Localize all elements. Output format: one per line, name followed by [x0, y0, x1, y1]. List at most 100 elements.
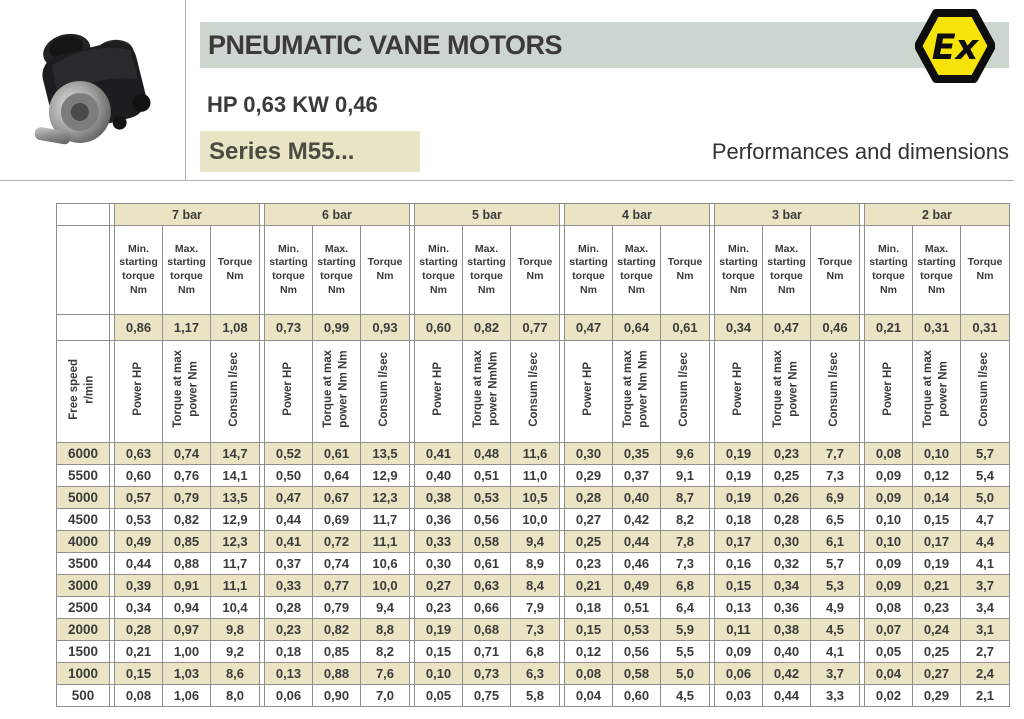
column-header: Torque Nm — [510, 225, 560, 315]
table-cell: 8,6 — [210, 662, 260, 685]
table-cell: 0,46 — [612, 552, 661, 575]
table-cell: 0,60 — [114, 464, 163, 487]
table-cell: 0,02 — [864, 684, 913, 707]
column-header: Min. starting torque Nm — [114, 225, 163, 315]
power-hp-header: Power HP — [114, 340, 163, 443]
table-row: 2000 0,28 0,97 9,8 0,23 0,82 8,8 0,19 0,68 7,3 0,1… — [56, 618, 1010, 641]
header-horizontal-divider — [0, 180, 1014, 181]
table-cell: 0,09 — [864, 574, 913, 597]
table-cell: 14,1 — [210, 464, 260, 487]
table-cell: 9,8 — [210, 618, 260, 641]
table-cell: 0,19 — [714, 464, 763, 487]
table-cell: 7,9 — [510, 596, 560, 619]
starting-torque-value: 0,60 — [414, 314, 463, 341]
performance-table: 7 bar 6 bar 5 bar 4 bar 3 bar 2 bar Min. start… — [56, 203, 1010, 707]
column-header: Min. starting torque Nm — [564, 225, 613, 315]
table-cell: 0,10 — [912, 442, 961, 465]
table-cell: 13,5 — [210, 486, 260, 509]
table-cell: 0,19 — [912, 552, 961, 575]
table-cell: 0,94 — [162, 596, 211, 619]
table-cell: 7,3 — [510, 618, 560, 641]
column-header: Min. starting torque Nm — [714, 225, 763, 315]
consumption-header-label: Consum l/sec — [228, 351, 241, 427]
table-row: 1500 0,21 1,00 9,2 0,18 0,85 8,2 0,15 0,71 6,8 0,1… — [56, 640, 1010, 663]
table-row: 5500 0,60 0,76 14,1 0,50 0,64 12,9 0,40 0,51 11,0… — [56, 464, 1010, 487]
table-cell: 0,03 — [714, 684, 763, 707]
table-cell: 0,44 — [114, 552, 163, 575]
table-cell: 1,00 — [162, 640, 211, 663]
table-cell: 0,08 — [114, 684, 163, 707]
table-cell: 0,42 — [612, 508, 661, 531]
table-cell: 0,19 — [714, 486, 763, 509]
consumption-header-label: Consum l/sec — [978, 351, 991, 427]
consumption-header-label: Consum l/sec — [678, 351, 691, 427]
table-cell: 0,34 — [114, 596, 163, 619]
column-header: Max. starting torque Nm — [462, 225, 511, 315]
motor-body — [34, 33, 151, 145]
free-speed-value: 4500 — [56, 508, 110, 531]
table-cell: 10,0 — [360, 574, 410, 597]
table-cell: 0,33 — [414, 530, 463, 553]
table-row: 4000 0,49 0,85 12,3 0,41 0,72 11,1 0,33 0,58 9,4 0… — [56, 530, 1010, 553]
table-row: 6000 0,63 0,74 14,7 0,52 0,61 13,5 0,41 0,48 11,6… — [56, 442, 1010, 465]
column-header: Torque Nm — [360, 225, 410, 315]
power-hp-header-label: Power HP — [431, 362, 444, 416]
column-header: Min. starting torque Nm — [864, 225, 913, 315]
table-cell: 0,82 — [312, 618, 361, 641]
table-cell: 0,13 — [714, 596, 763, 619]
torque-at-max-power-header: Torque at max power Nm — [912, 340, 961, 443]
table-row: 3500 0,44 0,88 11,7 0,37 0,74 10,6 0,30 0,61 8,9 0… — [56, 552, 1010, 575]
table-cell: 0,49 — [612, 574, 661, 597]
ex-atex-logo: Ex — [915, 9, 995, 83]
power-hp-header-label: Power HP — [881, 362, 894, 416]
table-cell: 0,35 — [612, 442, 661, 465]
table-cell: 0,09 — [714, 640, 763, 663]
table-cell: 0,56 — [462, 508, 511, 531]
table-cell: 0,73 — [462, 662, 511, 685]
table-cell: 0,25 — [564, 530, 613, 553]
page-title: PNEUMATIC VANE MOTORS — [208, 29, 563, 60]
table-cell: 0,53 — [612, 618, 661, 641]
table-cell: 0,07 — [864, 618, 913, 641]
table-cell: 0,23 — [564, 552, 613, 575]
table-cell: 0,28 — [762, 508, 811, 531]
table-cell: 0,74 — [312, 552, 361, 575]
consumption-header: Consum l/sec — [660, 340, 710, 443]
table-cell: 4,4 — [960, 530, 1010, 553]
table-cell: 0,27 — [564, 508, 613, 531]
table-cell: 5,7 — [960, 442, 1010, 465]
table-cell: 0,41 — [414, 442, 463, 465]
pressure-group-header: 2 bar — [864, 203, 1010, 226]
section-caption: Performances and dimensions — [711, 139, 1009, 164]
table-cell: 0,18 — [714, 508, 763, 531]
table-cell: 4,1 — [960, 552, 1010, 575]
table-row: 500 0,08 1,06 8,0 0,06 0,90 7,0 0,05 0,75 5,8 0,04… — [56, 684, 1010, 707]
pressure-group-header: 4 bar — [564, 203, 710, 226]
table-cell: 0,67 — [312, 486, 361, 509]
table-cell: 0,06 — [264, 684, 313, 707]
power-hp-header: Power HP — [414, 340, 463, 443]
free-speed-value: 2500 — [56, 596, 110, 619]
free-speed-header-label: Free speed r/min — [68, 358, 96, 420]
power-rating: HP 0,63 KW 0,46 — [207, 92, 378, 117]
starting-torque-value: 0,64 — [612, 314, 661, 341]
starting-torque-row: 0,86 1,17 1,08 0,73 0,99 0,93 0,60 0,82 0,77 0,47… — [56, 314, 1010, 341]
table-cell: 8,2 — [360, 640, 410, 663]
column-header: Min. starting torque Nm — [264, 225, 313, 315]
table-cell: 0,26 — [762, 486, 811, 509]
table-cell: 6,8 — [660, 574, 710, 597]
table-cell: 0,23 — [762, 442, 811, 465]
table-cell: 0,15 — [114, 662, 163, 685]
starting-torque-value: 0,86 — [114, 314, 163, 341]
table-cell: 5,9 — [660, 618, 710, 641]
table-cell: 1,06 — [162, 684, 211, 707]
table-cell: 5,0 — [960, 486, 1010, 509]
column-header: Min. starting torque Nm — [414, 225, 463, 315]
pressure-header-row: 7 bar 6 bar 5 bar 4 bar 3 bar 2 bar — [56, 203, 1010, 226]
consumption-header-label: Consum l/sec — [378, 351, 391, 427]
table-cell: 0,44 — [762, 684, 811, 707]
table-cell: 0,76 — [162, 464, 211, 487]
table-cell: 0,23 — [414, 596, 463, 619]
table-cell: 0,21 — [564, 574, 613, 597]
starting-torque-value: 0,82 — [462, 314, 511, 341]
